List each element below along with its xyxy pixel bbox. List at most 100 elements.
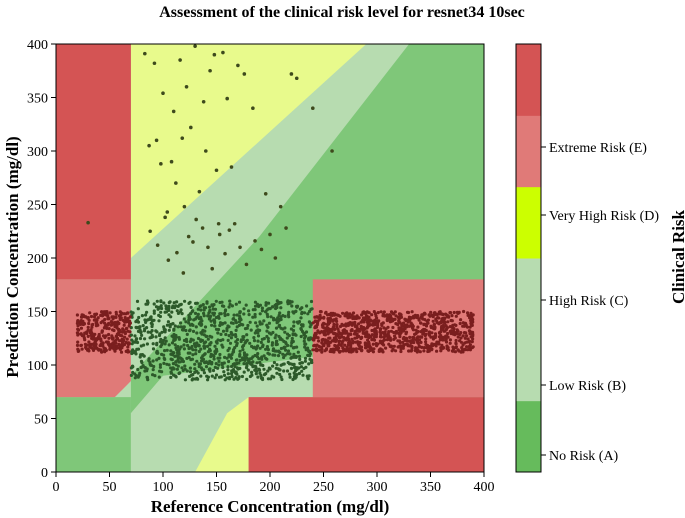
data-point <box>340 332 344 336</box>
data-point <box>231 362 235 366</box>
data-point <box>87 318 91 322</box>
data-point <box>461 321 465 325</box>
data-point <box>291 377 295 382</box>
data-point <box>468 343 472 347</box>
data-point <box>380 323 384 327</box>
data-point <box>136 367 140 372</box>
data-point <box>228 299 232 303</box>
data-point <box>200 356 204 360</box>
data-point <box>423 318 427 322</box>
x-axis-label: Reference Concentration (mg/dl) <box>151 497 390 516</box>
data-point <box>219 312 223 316</box>
colorbar-level-label: Low Risk (B) <box>549 379 626 394</box>
data-point <box>110 344 114 348</box>
data-point <box>206 375 210 379</box>
data-point <box>218 356 222 360</box>
data-point <box>424 337 428 341</box>
data-point <box>105 312 109 316</box>
data-point <box>135 340 140 345</box>
data-point <box>162 356 166 360</box>
data-point <box>165 348 169 352</box>
data-point <box>426 321 430 325</box>
data-point <box>217 363 221 367</box>
data-point <box>211 368 216 373</box>
data-point <box>122 329 126 333</box>
data-point <box>389 319 394 323</box>
data-point <box>276 354 281 358</box>
data-point <box>75 313 79 317</box>
data-point <box>290 304 294 308</box>
data-point <box>200 359 204 363</box>
data-point <box>169 315 173 319</box>
data-point <box>168 323 172 327</box>
data-point <box>202 308 206 312</box>
data-point <box>379 335 383 339</box>
data-point <box>141 324 145 328</box>
data-point <box>279 363 283 367</box>
data-point <box>299 365 303 369</box>
data-point <box>159 337 163 341</box>
data-point <box>204 360 208 365</box>
data-point <box>196 307 200 311</box>
data-point <box>191 338 195 342</box>
data-point <box>340 322 344 326</box>
data-point <box>238 310 242 314</box>
axes: 0 50 100 150 200 250 300 350 400 0 50 100 150 200 250 3… <box>27 38 495 495</box>
data-point <box>237 320 241 324</box>
data-point <box>399 347 403 351</box>
data-point <box>289 327 293 331</box>
data-point <box>244 262 249 267</box>
data-point <box>255 302 259 306</box>
data-point <box>412 340 416 345</box>
data-point <box>430 348 434 352</box>
data-point <box>327 341 331 345</box>
data-point <box>428 345 432 349</box>
data-point <box>376 342 380 346</box>
data-point <box>165 362 169 366</box>
data-point <box>382 343 386 347</box>
data-point <box>167 343 171 347</box>
data-point <box>454 341 458 345</box>
data-point <box>307 350 311 354</box>
data-point <box>284 226 288 230</box>
data-point <box>155 243 160 247</box>
data-point <box>187 321 191 325</box>
data-point <box>427 333 432 337</box>
data-point <box>225 376 229 380</box>
data-point <box>324 329 328 333</box>
data-point <box>388 344 392 348</box>
data-point <box>88 344 92 348</box>
data-point <box>120 334 124 338</box>
data-point <box>199 315 203 319</box>
data-point <box>226 313 230 317</box>
data-point <box>121 340 125 344</box>
data-point <box>274 326 279 330</box>
data-point <box>151 347 156 351</box>
data-point <box>295 366 299 370</box>
data-point <box>437 312 441 316</box>
data-point <box>75 343 80 347</box>
data-point <box>146 318 150 322</box>
data-point <box>325 339 329 343</box>
data-point <box>95 318 99 322</box>
data-point <box>338 349 342 354</box>
data-point <box>96 323 100 327</box>
data-point <box>410 310 414 314</box>
data-point <box>347 337 351 341</box>
data-point <box>174 360 178 364</box>
data-point <box>468 316 472 320</box>
data-point <box>174 375 178 379</box>
data-point <box>227 377 232 381</box>
data-point <box>174 335 178 339</box>
data-point <box>212 52 217 57</box>
data-point <box>140 333 144 337</box>
data-point <box>332 318 336 322</box>
data-point <box>86 220 90 225</box>
data-point <box>227 228 232 232</box>
data-point <box>126 329 130 333</box>
data-point <box>365 330 369 335</box>
data-point <box>143 327 147 331</box>
data-point <box>445 334 449 339</box>
data-point <box>146 378 150 382</box>
data-point <box>163 310 167 314</box>
